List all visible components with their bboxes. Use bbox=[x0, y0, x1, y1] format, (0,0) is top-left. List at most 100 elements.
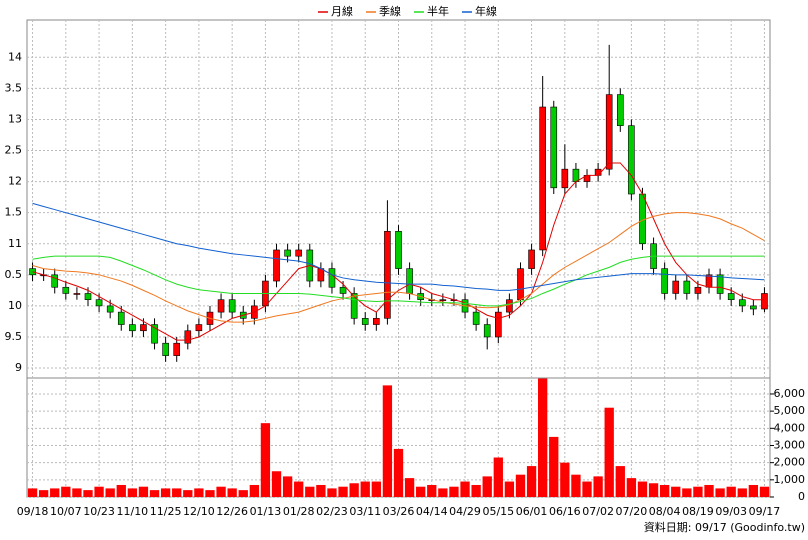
volume-bar bbox=[671, 486, 681, 497]
ma-line bbox=[32, 162, 765, 341]
volume-bar bbox=[205, 490, 215, 497]
x-tick-label: 12/10 bbox=[183, 505, 215, 518]
volume-bar bbox=[737, 488, 747, 497]
candle-body bbox=[217, 299, 225, 313]
volume-bar bbox=[271, 471, 282, 497]
volume-bar bbox=[393, 448, 404, 497]
candle-body bbox=[605, 94, 613, 170]
candle-body bbox=[284, 249, 291, 257]
volume-bar bbox=[282, 476, 293, 497]
x-tick-label: 09/17 bbox=[749, 505, 781, 518]
x-tick-label: 03/11 bbox=[349, 505, 381, 518]
candle-body bbox=[84, 293, 92, 300]
x-tick-label: 11/25 bbox=[150, 505, 182, 518]
volume-bar bbox=[382, 385, 393, 497]
volume-bar bbox=[626, 478, 637, 497]
candle-body bbox=[395, 231, 402, 269]
y-tick-label: 9 bbox=[15, 361, 22, 374]
x-tick-label: 04/29 bbox=[449, 505, 481, 518]
candle-body bbox=[738, 299, 746, 307]
volume-bar bbox=[371, 481, 381, 497]
candle-body bbox=[73, 293, 81, 295]
x-tick-label: 10/07 bbox=[50, 505, 82, 518]
candle-body bbox=[639, 193, 646, 245]
volume-bar bbox=[460, 481, 470, 497]
candle-body bbox=[528, 249, 535, 269]
candle-body bbox=[727, 293, 735, 300]
y-tick-label: 2.5 bbox=[5, 144, 23, 157]
candle-body bbox=[506, 299, 513, 313]
x-tick-label: 02/23 bbox=[316, 505, 348, 518]
volume-bar bbox=[748, 484, 759, 497]
candle-body bbox=[539, 106, 546, 251]
candle-body bbox=[273, 249, 280, 282]
candle-body bbox=[561, 168, 569, 189]
candle-body bbox=[517, 268, 524, 300]
ma-line bbox=[32, 212, 765, 323]
volume-bar bbox=[715, 488, 725, 497]
volume-bar bbox=[659, 484, 670, 497]
x-tick-label: 01/13 bbox=[250, 505, 282, 518]
candle-body bbox=[129, 324, 136, 332]
volume-bar bbox=[704, 484, 714, 497]
y-tick-label: 12 bbox=[8, 175, 22, 188]
volume-bar bbox=[726, 486, 736, 497]
candle-body bbox=[716, 274, 724, 294]
candle-body bbox=[384, 231, 391, 319]
candle-body bbox=[483, 324, 491, 338]
ma-line bbox=[32, 255, 765, 307]
x-tick-label: 07/02 bbox=[582, 505, 614, 518]
candle-body bbox=[550, 106, 558, 189]
volume-bar bbox=[149, 490, 160, 497]
x-tick-label: 01/28 bbox=[283, 505, 315, 518]
y2-tick-label: 1,000 bbox=[774, 473, 806, 486]
volume-bar bbox=[116, 484, 126, 497]
candle-body bbox=[51, 274, 59, 288]
x-tick-label: 06/16 bbox=[549, 505, 581, 518]
candle-body bbox=[361, 318, 369, 325]
ma-line bbox=[32, 202, 765, 291]
x-tick-label: 04/14 bbox=[416, 505, 448, 518]
volume-bar bbox=[582, 481, 592, 497]
candle-body bbox=[472, 311, 480, 325]
y-tick-label: 3.5 bbox=[5, 81, 23, 94]
y-tick-label: 9.5 bbox=[5, 330, 23, 343]
candle-body bbox=[672, 280, 680, 294]
volume-bar bbox=[482, 476, 492, 497]
x-tick-label: 09/18 bbox=[17, 505, 49, 518]
candle-body bbox=[62, 286, 70, 294]
candle-body bbox=[594, 168, 602, 176]
y2-tick-label: 6,000 bbox=[774, 387, 806, 400]
volume-bar bbox=[360, 481, 370, 497]
volume-bar bbox=[238, 490, 248, 497]
volume-bar bbox=[693, 486, 703, 497]
legend-label: 月線 bbox=[331, 4, 353, 18]
volume-bar bbox=[404, 478, 415, 497]
volume-bar bbox=[127, 488, 138, 497]
candle-body bbox=[173, 342, 181, 356]
x-tick-label: 08/04 bbox=[649, 505, 681, 518]
volume-bar bbox=[759, 486, 770, 497]
volume-bar bbox=[327, 488, 337, 497]
candle-body bbox=[184, 330, 192, 344]
candle-body bbox=[683, 280, 691, 294]
y2-tick-label: 5,000 bbox=[774, 404, 806, 417]
candle-body bbox=[339, 286, 347, 294]
volume-bar bbox=[471, 484, 481, 497]
x-tick-label: 12/26 bbox=[216, 505, 248, 518]
candle-body bbox=[95, 299, 103, 307]
candle-body bbox=[151, 324, 158, 344]
candle-body bbox=[761, 293, 768, 310]
volume-bar bbox=[526, 466, 537, 497]
candle-body bbox=[350, 293, 358, 319]
volume-bar bbox=[427, 484, 437, 497]
x-tick-label: 06/01 bbox=[516, 505, 548, 518]
volume-bar bbox=[183, 490, 193, 497]
volume-bar bbox=[172, 488, 182, 497]
candle-body bbox=[616, 94, 624, 126]
volume-bar bbox=[249, 484, 259, 497]
volume-bar bbox=[27, 488, 38, 497]
candle-body bbox=[328, 268, 336, 288]
x-tick-label: 03/26 bbox=[383, 505, 415, 518]
candle-body bbox=[705, 274, 713, 288]
